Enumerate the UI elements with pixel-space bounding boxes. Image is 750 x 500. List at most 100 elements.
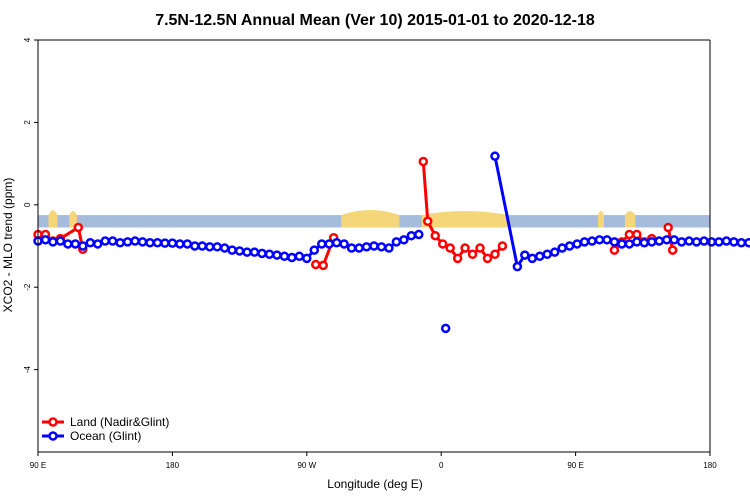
data-point (564, 241, 575, 251)
data-point (736, 237, 747, 248)
data-point (475, 243, 485, 253)
data-point (227, 245, 237, 255)
data-point (624, 229, 635, 240)
data-point (331, 237, 342, 248)
land-band-segment (598, 215, 604, 228)
data-point (399, 235, 409, 245)
land-band-segment (69, 215, 77, 228)
land-bump (421, 210, 509, 216)
data-point (160, 238, 170, 248)
data-point (594, 235, 605, 245)
data-point (684, 236, 694, 246)
data-point (324, 239, 334, 249)
data-point (219, 243, 230, 253)
series-line (421, 161, 504, 261)
x-tick-label: 180 (166, 461, 180, 470)
legend-label: Ocean (Glint) (70, 429, 141, 443)
y-axis-label: XCO2 - MLO trend (ppm) (1, 178, 15, 313)
legend-label: Land (Nadir&Glint) (70, 415, 169, 429)
y-tick-label: 0 (23, 202, 32, 207)
data-point (272, 250, 282, 260)
land-bump (598, 210, 604, 216)
data-point (302, 253, 312, 264)
x-tick-label: 90 E (567, 461, 583, 470)
data-point (48, 237, 58, 247)
land-bump (69, 210, 77, 216)
data-point (527, 253, 538, 264)
data-point (309, 245, 320, 255)
data-point (242, 247, 252, 257)
data-point (430, 230, 440, 241)
data-point (676, 237, 687, 247)
plot-area (33, 151, 750, 334)
x-tick-label: 90 W (297, 461, 316, 470)
legend-marker (48, 417, 58, 427)
data-point (204, 242, 215, 252)
data-point (632, 237, 642, 247)
land-band-segment (48, 215, 58, 228)
data-point (542, 249, 552, 259)
series-ocean (33, 151, 750, 334)
data-point (467, 249, 478, 259)
data-point (721, 236, 732, 246)
data-point (414, 229, 424, 240)
data-point (384, 243, 394, 253)
data-point (73, 222, 84, 233)
data-point (190, 241, 200, 251)
y-tick-label: 4 (23, 37, 32, 42)
land-bump (341, 209, 400, 216)
data-point (609, 245, 620, 255)
data-point (354, 243, 364, 253)
legend-marker (48, 431, 58, 441)
data-point (406, 230, 417, 241)
data-point (632, 229, 642, 240)
data-point (669, 235, 679, 245)
data-point (145, 237, 155, 248)
data-point (339, 239, 349, 249)
data-point (249, 247, 260, 257)
axes: 4 2 0 -2 -4 90 E 180 90 W 0 90 E 180 (23, 37, 717, 470)
data-point (602, 235, 612, 245)
data-point (167, 238, 178, 248)
data-point (311, 259, 321, 270)
land-bump (48, 209, 58, 216)
data-point (100, 236, 110, 246)
data-point (369, 241, 379, 251)
data-point (437, 239, 448, 249)
data-point (212, 242, 222, 252)
data-point (624, 239, 635, 249)
x-axis-label: Longitude (deg E) (327, 477, 422, 491)
data-point (512, 261, 523, 272)
data-point (92, 239, 103, 249)
data-point (122, 237, 133, 247)
data-point (137, 237, 148, 247)
data-point (85, 237, 96, 248)
data-point (535, 251, 545, 262)
data-point (115, 237, 125, 248)
data-point (40, 235, 51, 245)
data-point (152, 237, 163, 248)
land-band-segment (341, 215, 400, 228)
data-point (661, 235, 672, 245)
data-point (729, 237, 739, 247)
data-point (706, 237, 717, 247)
land-bump (624, 210, 636, 216)
legend: Land (Nadir&Glint)Ocean (Glint) (42, 415, 169, 443)
data-point (264, 249, 275, 259)
data-point (234, 246, 245, 256)
data-point (490, 151, 500, 161)
data-point (316, 239, 327, 249)
data-point (445, 243, 455, 253)
x-tick-label: 0 (439, 461, 444, 470)
data-point (279, 251, 290, 262)
data-point (663, 222, 673, 233)
data-point (55, 236, 66, 246)
data-point (617, 239, 627, 249)
data-point (744, 237, 750, 248)
data-point (452, 253, 463, 264)
data-point (182, 239, 193, 249)
data-point (549, 247, 560, 257)
land-band-segment (421, 215, 509, 228)
x-tick-label: 180 (703, 461, 717, 470)
